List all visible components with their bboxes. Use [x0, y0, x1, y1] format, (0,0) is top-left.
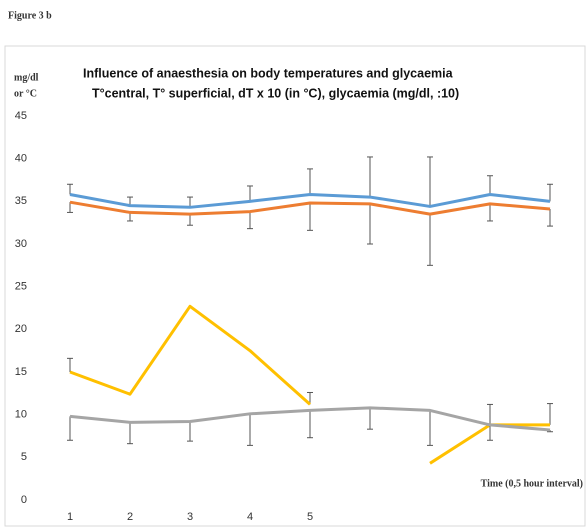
- error-bar: [487, 175, 493, 195]
- error-bar: [307, 168, 313, 195]
- chart-subtitle: T°central, T° superficial, dT x 10 (in °…: [92, 86, 459, 100]
- x-tick-label: 5: [307, 511, 313, 523]
- error-bar: [547, 430, 553, 433]
- error-bar: [247, 413, 253, 446]
- y-tick-label: 5: [21, 451, 27, 463]
- y-tick-label: 45: [15, 110, 27, 122]
- error-bar: [187, 196, 193, 208]
- error-bar: [307, 410, 313, 439]
- error-bar: [367, 407, 373, 430]
- error-bar: [67, 183, 73, 195]
- y-tick-label: 35: [15, 195, 27, 207]
- y-axis-label: mg/dl: [14, 72, 39, 83]
- error-bar: [427, 410, 433, 446]
- error-bar: [307, 203, 313, 231]
- error-bar: [547, 209, 553, 227]
- error-bar: [547, 403, 553, 425]
- x-axis-label: Time (0,5 hour interval): [481, 478, 583, 489]
- error-bar: [487, 203, 493, 222]
- y-tick-label: 40: [15, 153, 27, 165]
- chart-frame: [4, 45, 586, 527]
- error-bar: [427, 156, 433, 207]
- error-bar: [547, 183, 553, 202]
- error-bar: [67, 416, 73, 441]
- error-bar: [187, 214, 193, 226]
- error-bar: [67, 357, 73, 372]
- x-tick-label: 2: [127, 511, 133, 523]
- error-bar: [247, 185, 253, 202]
- error-bar: [367, 156, 373, 198]
- y-tick-label: 15: [15, 366, 27, 378]
- error-bar: [367, 203, 373, 245]
- y-axis-label: or °C: [14, 88, 37, 99]
- series-line: [69, 200, 551, 216]
- chart-title: Influence of anaesthesia on body tempera…: [83, 66, 454, 80]
- error-bar: [427, 214, 433, 266]
- series-line: [69, 406, 551, 432]
- series-line: [69, 193, 551, 209]
- error-bar: [187, 421, 193, 442]
- y-tick-label: 10: [15, 409, 27, 421]
- y-tick-label: 20: [15, 323, 27, 335]
- error-bar: [67, 202, 73, 213]
- y-tick-label: 30: [15, 238, 27, 250]
- error-bar: [487, 424, 493, 441]
- figure-label: Figure 3 b: [8, 10, 52, 21]
- y-tick-label: 0: [21, 494, 27, 506]
- x-tick-label: 4: [247, 511, 253, 523]
- error-bar: [487, 403, 493, 425]
- x-tick-label: 3: [187, 511, 193, 523]
- x-tick-label: 1: [67, 511, 73, 523]
- error-bar: [247, 211, 253, 230]
- y-tick-label: 25: [15, 281, 27, 293]
- error-bar: [127, 422, 133, 445]
